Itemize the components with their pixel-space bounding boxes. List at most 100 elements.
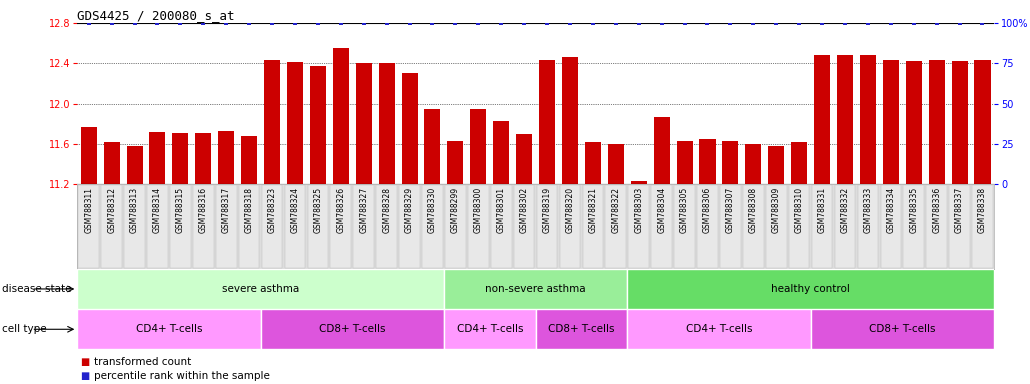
Bar	[444, 309, 536, 349]
Bar	[627, 269, 994, 309]
FancyBboxPatch shape	[651, 185, 672, 268]
Text: GSM788329: GSM788329	[405, 187, 414, 233]
Bar	[929, 60, 945, 184]
Bar	[791, 142, 808, 184]
Text: GSM788317: GSM788317	[221, 187, 231, 233]
Text: GSM788327: GSM788327	[359, 187, 368, 233]
Point	[608, 20, 624, 26]
FancyBboxPatch shape	[101, 185, 122, 268]
Bar	[883, 60, 899, 184]
Bar	[860, 55, 876, 184]
Text: GSM788306: GSM788306	[703, 187, 712, 233]
FancyBboxPatch shape	[262, 185, 282, 268]
FancyBboxPatch shape	[353, 185, 374, 268]
Bar	[471, 109, 486, 184]
Point	[470, 20, 486, 26]
Text: GSM788326: GSM788326	[337, 187, 345, 233]
Bar	[952, 61, 967, 184]
FancyBboxPatch shape	[331, 185, 351, 268]
Bar	[104, 142, 119, 184]
Text: healthy control: healthy control	[771, 284, 850, 294]
Bar	[310, 66, 325, 184]
Text: disease state: disease state	[2, 284, 71, 294]
Text: GSM788336: GSM788336	[932, 187, 941, 233]
Text: ■: ■	[80, 371, 90, 381]
Text: GSM788330: GSM788330	[428, 187, 437, 233]
Bar	[768, 146, 784, 184]
FancyBboxPatch shape	[193, 185, 213, 268]
Text: GSM788299: GSM788299	[451, 187, 459, 233]
Point	[103, 20, 119, 26]
FancyBboxPatch shape	[972, 185, 993, 268]
FancyBboxPatch shape	[284, 185, 305, 268]
FancyBboxPatch shape	[606, 185, 626, 268]
FancyBboxPatch shape	[950, 185, 970, 268]
Text: percentile rank within the sample: percentile rank within the sample	[94, 371, 270, 381]
Text: GSM788338: GSM788338	[978, 187, 987, 233]
FancyBboxPatch shape	[881, 185, 901, 268]
Bar	[241, 136, 258, 184]
Point	[195, 20, 211, 26]
Text: GSM788313: GSM788313	[130, 187, 139, 233]
Bar	[493, 121, 509, 184]
Bar	[424, 109, 441, 184]
Text: GSM788301: GSM788301	[496, 187, 506, 233]
Text: GSM788312: GSM788312	[107, 187, 116, 233]
Bar	[974, 60, 991, 184]
Bar	[539, 60, 555, 184]
FancyBboxPatch shape	[125, 185, 145, 268]
Bar	[627, 309, 811, 349]
Point	[447, 20, 464, 26]
Text: GSM788332: GSM788332	[840, 187, 850, 233]
Bar	[837, 55, 853, 184]
FancyBboxPatch shape	[491, 185, 512, 268]
FancyBboxPatch shape	[926, 185, 947, 268]
Point	[928, 20, 945, 26]
Bar	[654, 117, 670, 184]
Bar	[261, 309, 444, 349]
FancyBboxPatch shape	[537, 185, 557, 268]
FancyBboxPatch shape	[720, 185, 741, 268]
Point	[539, 20, 555, 26]
Bar	[264, 60, 280, 184]
Bar	[172, 133, 188, 184]
Text: CD4+ T-cells: CD4+ T-cells	[456, 324, 523, 334]
Bar	[218, 131, 234, 184]
Text: GSM788314: GSM788314	[153, 187, 162, 233]
Bar	[379, 63, 394, 184]
Text: GSM788309: GSM788309	[771, 187, 781, 233]
Text: GSM788308: GSM788308	[749, 187, 758, 233]
Text: GSM788318: GSM788318	[245, 187, 253, 233]
Text: GSM788304: GSM788304	[657, 187, 666, 233]
Point	[722, 20, 739, 26]
FancyBboxPatch shape	[834, 185, 855, 268]
Point	[516, 20, 533, 26]
FancyBboxPatch shape	[789, 185, 810, 268]
Point	[860, 20, 877, 26]
Text: GSM788307: GSM788307	[726, 187, 734, 233]
Point	[630, 20, 647, 26]
Point	[836, 20, 853, 26]
Bar	[80, 127, 97, 184]
Text: GSM788320: GSM788320	[565, 187, 575, 233]
Bar	[905, 61, 922, 184]
Point	[172, 20, 188, 26]
Point	[905, 20, 922, 26]
FancyBboxPatch shape	[308, 185, 329, 268]
Point	[80, 20, 97, 26]
FancyBboxPatch shape	[514, 185, 535, 268]
Point	[378, 20, 394, 26]
Bar	[699, 139, 716, 184]
Text: CD8+ T-cells: CD8+ T-cells	[319, 324, 385, 334]
FancyBboxPatch shape	[170, 185, 191, 268]
FancyBboxPatch shape	[675, 185, 695, 268]
Text: ■: ■	[80, 357, 90, 367]
Point	[286, 20, 303, 26]
Text: non-severe asthma: non-severe asthma	[485, 284, 586, 294]
Point	[814, 20, 830, 26]
Text: GSM788316: GSM788316	[199, 187, 208, 233]
Point	[241, 20, 258, 26]
FancyBboxPatch shape	[422, 185, 443, 268]
FancyBboxPatch shape	[559, 185, 580, 268]
Bar	[149, 132, 166, 184]
